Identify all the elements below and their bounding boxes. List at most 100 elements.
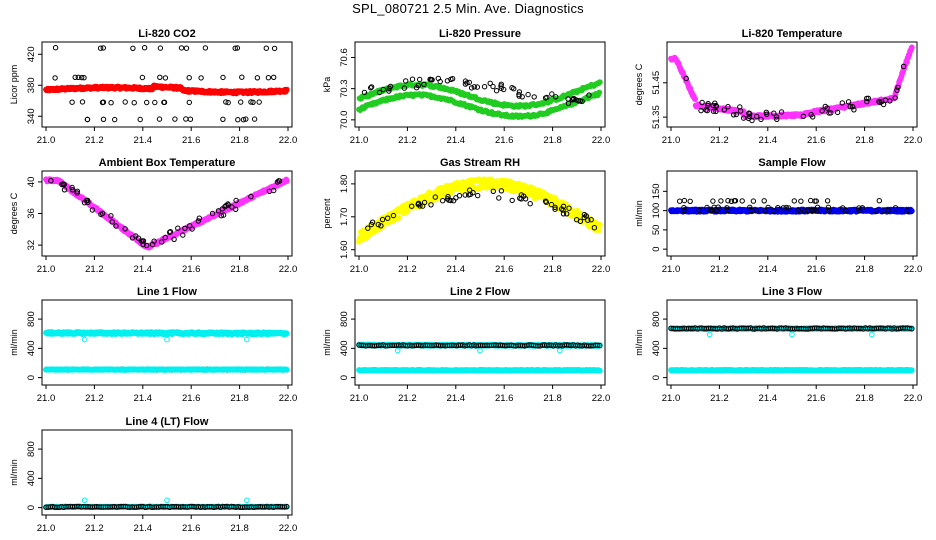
series-1-point <box>379 216 386 223</box>
x-tick-label: 21.8 <box>855 393 874 404</box>
y-tick-label: 340 <box>26 108 37 124</box>
series-0-outlier <box>244 336 250 343</box>
series-1-point <box>159 239 165 245</box>
series-1-point <box>375 221 381 228</box>
series-1-point <box>69 99 75 105</box>
series-1-point <box>109 219 115 225</box>
x-tick-label: 21.0 <box>350 393 369 404</box>
series-1-point <box>749 117 755 124</box>
series-1-point <box>681 207 687 214</box>
series-1-point <box>740 115 747 121</box>
x-tick-label: 22.0 <box>592 264 611 275</box>
series-1-point <box>773 114 780 120</box>
series-1-point <box>149 241 156 248</box>
series-1-point <box>385 215 391 221</box>
series-1-point <box>581 214 587 221</box>
data-points <box>668 44 915 124</box>
x-tick-label: 21.8 <box>230 264 249 275</box>
series-1-point <box>699 99 705 106</box>
series-1-point <box>59 181 65 188</box>
series-1-point <box>84 116 91 123</box>
series-1-point <box>746 113 752 120</box>
series-0-point <box>566 203 572 210</box>
series-1-point <box>266 188 273 195</box>
x-tick-label: 21.0 <box>350 135 369 146</box>
series-0-point <box>595 227 602 234</box>
series-1-point <box>707 208 713 214</box>
x-tick-label: 21.0 <box>37 393 56 404</box>
series-1-point <box>52 75 58 81</box>
series-1-point <box>428 202 434 208</box>
x-tick-label: 21.6 <box>807 264 826 275</box>
y-tick-label: 70.6 <box>339 48 350 66</box>
x-tick-label: 21.0 <box>662 135 681 146</box>
series-1-point <box>724 207 731 214</box>
series-1-point <box>498 81 504 88</box>
page-title: SPL_080721 2.5 Min. Ave. Diagnostics <box>352 1 584 16</box>
series-1-point <box>739 198 745 204</box>
y-tick-label: 50 <box>651 225 662 236</box>
series-1-point <box>139 74 146 81</box>
series-2-point <box>594 342 601 348</box>
x-tick-label: 21.4 <box>447 393 466 404</box>
series-1-point <box>771 208 777 214</box>
series-1-point <box>263 45 269 51</box>
series-1-point <box>387 83 394 90</box>
series-1-point <box>100 116 107 123</box>
series-1-point <box>548 201 555 208</box>
series-1-point <box>223 99 229 105</box>
series-1-point <box>178 45 185 51</box>
series-1-point <box>859 205 866 211</box>
series-1-point <box>801 208 808 214</box>
x-tick-label: 21.6 <box>495 393 514 404</box>
series-1-point <box>496 195 502 201</box>
series-1-point <box>48 178 54 184</box>
series-1-point <box>564 211 570 217</box>
series-1-point <box>144 99 150 106</box>
series-1-point <box>462 192 468 198</box>
x-tick-label: 21.4 <box>447 264 466 275</box>
plot-frame <box>666 41 918 128</box>
series-1-point <box>456 193 463 199</box>
x-tick-label: 21.4 <box>134 135 153 146</box>
series-1-point <box>826 110 832 116</box>
series-1-point <box>542 95 549 101</box>
x-tick-label: 21.8 <box>855 135 874 146</box>
panel-title: Sample Flow <box>758 157 826 169</box>
series-1-point <box>704 204 710 211</box>
series-1-point <box>856 205 862 211</box>
series-1-point <box>783 204 789 211</box>
y-tick-label: 800 <box>339 311 350 327</box>
series-1-point <box>112 116 118 123</box>
series-1-point <box>248 99 254 105</box>
series-1-point <box>811 207 817 214</box>
series-1-point <box>475 192 481 199</box>
plot-frame <box>666 170 918 257</box>
series-1-point <box>824 198 831 204</box>
series-1-point <box>703 107 709 113</box>
series-1-point <box>798 198 804 204</box>
x-tick-label: 21.2 <box>710 264 729 275</box>
series-1-point <box>748 207 755 214</box>
series-1-point <box>162 75 169 81</box>
x-tick-label: 21.2 <box>710 393 729 404</box>
series-1-point <box>481 84 488 90</box>
series-1-point <box>421 199 428 206</box>
series-0-point <box>908 44 915 51</box>
series-1-point <box>747 110 753 117</box>
series-1-point <box>368 221 375 228</box>
series-1-point <box>713 207 720 214</box>
series-1-point <box>75 74 82 81</box>
series-1-point <box>444 78 451 84</box>
series-1-point <box>108 213 114 219</box>
series-1-point <box>683 75 689 82</box>
y-axis-label: ml/min <box>634 200 644 227</box>
series-1-point <box>74 190 80 196</box>
series-1-point <box>256 99 262 105</box>
x-tick-label: 22.0 <box>904 393 923 404</box>
series-1-point <box>591 225 598 231</box>
